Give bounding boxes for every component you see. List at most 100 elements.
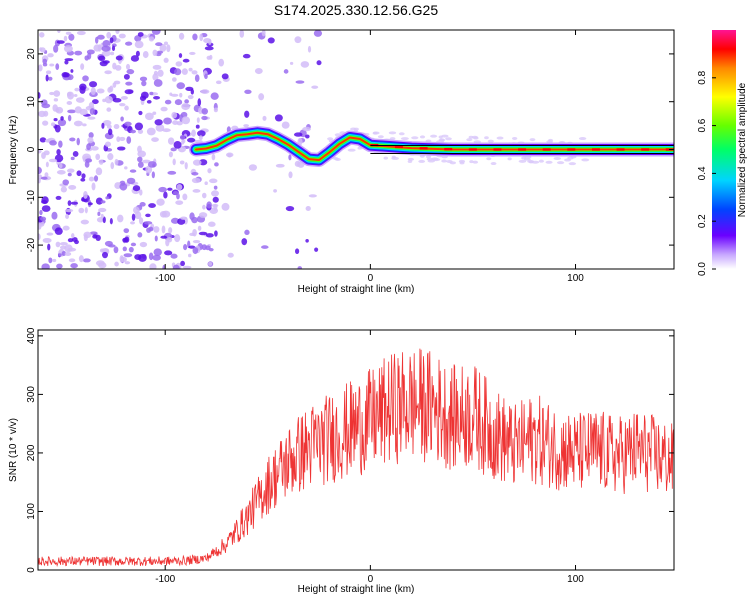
spectrogram-noise-cell xyxy=(126,69,135,75)
spectrogram-noise-cell xyxy=(39,221,45,227)
spectrogram-noise-cell xyxy=(147,161,157,168)
spectrogram-noise-cell xyxy=(82,75,89,82)
spectrogram-noise-cell xyxy=(167,170,177,175)
spectrogram-noise-cell xyxy=(119,103,126,107)
spectrogram-noise-cell xyxy=(134,40,144,49)
spectrogram-noise-cell xyxy=(99,248,105,253)
spectrogram-noise-cell xyxy=(486,157,492,161)
spectrogram-noise-cell xyxy=(578,137,587,141)
spectrogram-noise-cell xyxy=(80,177,86,182)
spectrogram-noise-cell xyxy=(175,200,184,205)
spectrogram-noise-cell xyxy=(181,68,188,75)
spectrogram-noise-cell xyxy=(472,160,479,164)
spectrogram-noise-cell xyxy=(146,227,152,233)
spectrogram-noise-cell xyxy=(67,238,74,243)
spectrogram-noise-cell xyxy=(175,61,183,67)
spectrogram-noise-cell xyxy=(126,177,136,185)
spectrogram-noise-cell xyxy=(441,134,449,138)
spectrogram-noise-cell xyxy=(88,102,95,110)
spectrogram-noise-cell xyxy=(125,63,131,70)
spectrogram-noise-cell xyxy=(88,176,95,182)
spectrogram-noise-cell xyxy=(170,147,177,152)
spectrogram-noise-cell xyxy=(151,30,161,35)
spectrogram-noise-cell xyxy=(42,237,52,243)
spectrogram-noise-cell xyxy=(53,117,58,122)
spectrogram-noise-cell xyxy=(181,102,190,111)
spectrogram-noise-cell xyxy=(93,44,101,52)
spectrogram-noise-cell xyxy=(137,156,143,163)
spectrogram-noise-cell xyxy=(60,116,64,121)
spectrogram-noise-cell xyxy=(57,253,62,257)
spectrogram-noise-cell xyxy=(425,155,432,159)
spectrogram-noise-cell xyxy=(203,38,212,44)
spectrogram-noise-cell xyxy=(42,120,49,126)
spectrogram-noise-cell xyxy=(239,30,245,38)
spectrogram-noise-cell xyxy=(115,30,120,35)
colorbar-tick-label: 0.4 xyxy=(697,166,708,180)
spectrogram-noise-cell xyxy=(182,58,190,63)
spectrogram-noise-cell xyxy=(73,93,78,97)
spectrogram-noise-cell xyxy=(109,85,114,93)
spectrogram-noise-cell xyxy=(145,213,151,218)
spectrogram-noise-cell xyxy=(109,37,114,44)
spectrogram-noise-cell xyxy=(138,253,147,262)
spectrogram-noise-cell xyxy=(67,109,76,114)
spectrogram-noise-cell xyxy=(81,173,86,179)
spectrogram-noise-cell xyxy=(164,99,172,105)
spectrogram-noise-cell xyxy=(285,205,295,212)
spectrogram-noise-cell xyxy=(201,244,208,251)
spectrogram-noise-cell xyxy=(49,63,55,67)
spectrogram-noise-cell xyxy=(153,248,162,256)
spectrogram-noise-cell xyxy=(76,137,80,146)
spectrogram-noise-cell xyxy=(281,121,290,129)
spectrogram-noise-cell xyxy=(38,149,42,154)
spectrogram-noise-cell xyxy=(294,36,302,44)
spectrogram-noise-cell xyxy=(74,87,80,92)
spectrogram-noise-cell xyxy=(400,137,409,141)
spectrogram-noise-cell xyxy=(411,136,419,140)
snr-plot-area xyxy=(38,330,674,570)
spectrogram-noise-cell xyxy=(124,121,132,127)
spectrogram-noise-cell xyxy=(427,159,436,163)
spectrogram-noise-cell xyxy=(195,124,200,129)
spectrogram-noise-cell xyxy=(93,175,99,182)
spectrogram-noise-cell xyxy=(192,228,197,237)
spectrogram-noise-cell xyxy=(139,189,143,196)
spectrogram-ridge-band xyxy=(195,131,674,161)
spectrogram-noise-cell xyxy=(67,91,75,100)
spectrogram-noise-cell xyxy=(507,157,512,161)
spectrogram-noise-cell xyxy=(212,196,219,203)
spectrogram-noise-cell xyxy=(254,68,263,75)
spectrogram-noise-cell xyxy=(261,245,269,249)
snr-x-label: Height of straight line (km) xyxy=(298,584,415,595)
spectrogram-noise-cell xyxy=(564,158,571,162)
spectrogram-noise-cell xyxy=(176,184,183,191)
spectrogram-noise-cell xyxy=(153,95,161,100)
spectrogram-noise-cell xyxy=(227,252,234,258)
spectrogram-noise-cell xyxy=(156,50,164,54)
spectrogram-noise-cell xyxy=(45,74,49,82)
spectrogram-noise-cell xyxy=(288,154,292,161)
spectrogram-noise-cell xyxy=(70,201,79,205)
spectrogram-noise-cell xyxy=(64,251,72,256)
spectrogram-x-tick-label: -100 xyxy=(155,273,175,284)
spectrogram-noise-cell xyxy=(97,34,105,40)
spectrogram-noise-cell xyxy=(84,161,90,168)
spectrogram-noise-cell xyxy=(188,67,193,72)
spectrogram-noise-cell xyxy=(213,107,218,113)
spectrogram-noise-cell xyxy=(158,186,167,193)
spectrogram-noise-cell xyxy=(118,33,126,39)
spectrogram-noise-cell xyxy=(115,55,123,61)
spectrogram-noise-cell xyxy=(62,179,70,186)
spectrogram-noise-cell xyxy=(89,108,96,115)
spectrogram-noise-cell xyxy=(289,61,294,65)
spectrogram-noise-cell xyxy=(198,135,203,141)
spectrogram-noise-cell xyxy=(61,72,69,78)
spectrogram-noise-cell xyxy=(40,176,48,180)
spectrogram-noise-cell xyxy=(546,140,553,144)
spectrogram-noise-cell xyxy=(134,122,144,131)
spectrogram-noise-cell xyxy=(67,172,72,177)
spectrogram-noise-cell xyxy=(418,159,426,163)
spectrogram-noise-cell xyxy=(113,80,121,85)
spectrogram-noise-cell xyxy=(117,146,126,151)
